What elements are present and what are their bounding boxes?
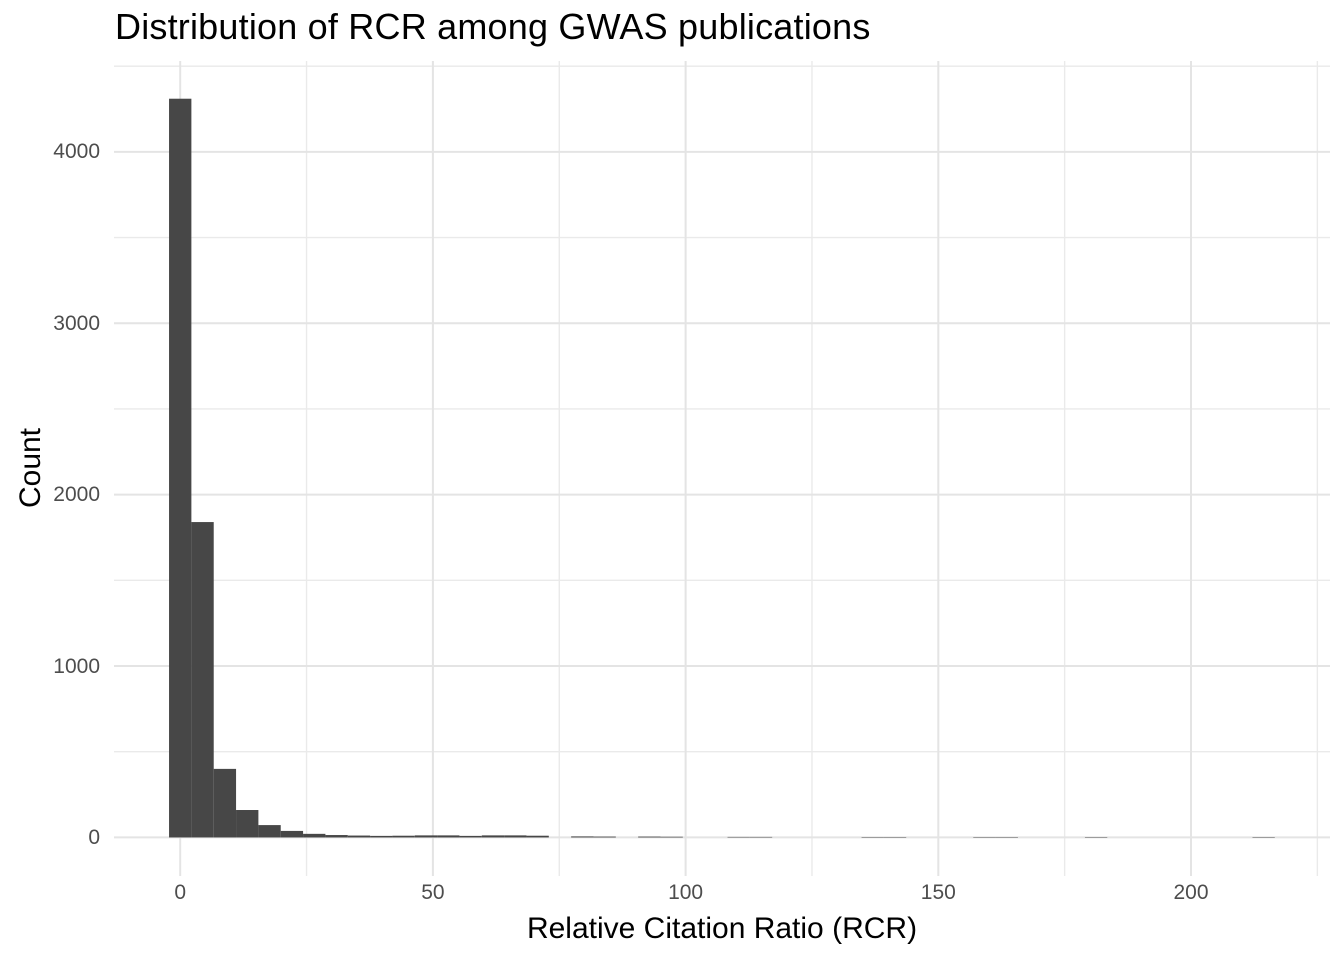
chart-title: Distribution of RCR among GWAS publicati… — [115, 6, 871, 47]
histogram-bar — [437, 835, 460, 838]
histogram-bars — [169, 98, 1275, 838]
x-tick-label: 150 — [920, 881, 956, 904]
histogram-bar — [370, 835, 393, 838]
histogram-bar — [571, 836, 594, 838]
x-tick-label: 200 — [1173, 881, 1209, 904]
histogram-bar — [504, 835, 527, 838]
histogram-bar — [638, 836, 661, 838]
histogram-bar — [660, 836, 683, 838]
x-tick-label: 0 — [174, 881, 187, 904]
histogram-bar — [169, 98, 192, 838]
y-tick-label: 0 — [88, 825, 100, 849]
histogram-bar — [481, 835, 505, 838]
histogram-bar — [303, 833, 326, 838]
x-tick-label: 50 — [421, 881, 445, 904]
histogram-bar — [325, 835, 348, 838]
histogram-bar — [727, 836, 750, 838]
histogram-bar — [749, 836, 773, 838]
histogram-bar — [593, 836, 616, 838]
major-gridlines — [114, 61, 1330, 876]
y-tick-label: 3000 — [53, 311, 100, 335]
y-axis-title: Count — [14, 427, 47, 509]
histogram-bar — [191, 522, 214, 838]
histogram-bar — [280, 830, 304, 838]
histogram-bar — [526, 835, 549, 838]
histogram-bar — [258, 825, 281, 838]
y-tick-label: 2000 — [53, 483, 100, 507]
histogram-bar — [459, 835, 482, 838]
x-tick-label: 100 — [668, 881, 704, 904]
histogram-bar — [414, 835, 438, 838]
histogram-bar — [213, 768, 237, 838]
histogram-bar — [392, 835, 415, 838]
y-tick-label: 4000 — [53, 140, 100, 164]
histogram-bar — [236, 810, 259, 838]
histogram-bar — [347, 835, 371, 838]
x-axis-title: Relative Citation Ratio (RCR) — [526, 912, 918, 945]
y-tick-label: 1000 — [53, 654, 100, 678]
minor-gridlines — [114, 61, 1330, 876]
